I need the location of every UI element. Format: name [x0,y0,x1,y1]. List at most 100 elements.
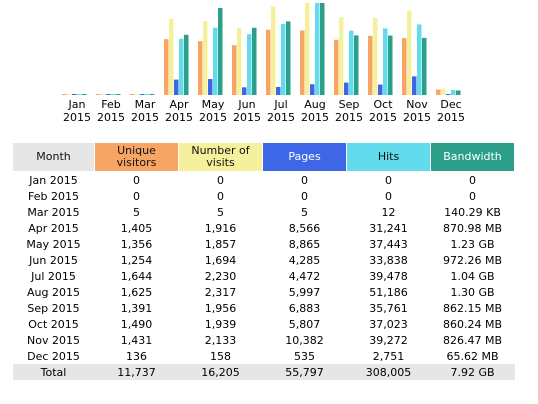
bar-bandwidth [320,3,325,95]
cell-hits: 31,241 [369,221,408,235]
table-row: Aug 2015 1,625 2,317 5,997 51,186 1.30 GB [13,284,515,300]
cell-pages: 10,382 [285,333,324,347]
bar-unique-visitors [368,35,373,95]
cell-unique: 1,431 [120,333,153,347]
month-label-year: 2015 [131,111,159,124]
month-label-name: May [201,98,225,111]
table-row: Jan 2015 0 0 0 0 0 [13,172,515,189]
month-label-name: Dec [440,98,462,111]
bar-unique-visitors [96,94,101,95]
bar-pages [106,94,111,95]
bar-unique-visitors [62,94,67,95]
cell-month: Aug 2015 [27,285,80,299]
cell-month: Feb 2015 [28,189,79,203]
bar-bandwidth [422,37,427,95]
total-unique-visitors: 11,737 [94,364,179,380]
bar-number-of-visits [67,94,72,95]
bar-unique-visitors [232,45,237,95]
table-row: Jul 2015 1,644 2,230 4,472 39,478 1.04 GB [13,268,515,284]
month-label: Aug 2015 [298,98,332,124]
bar-number-of-visits [441,88,446,95]
month-label-name: Apr [169,98,189,111]
month-label: Nov 2015 [400,98,434,124]
month-label-name: Feb [101,98,121,111]
table-row: Nov 2015 1,431 2,133 10,382 39,272 826.47 MB [13,332,515,348]
cell-bandwidth: 972.26 MB [442,253,503,267]
month-label: Feb 2015 [94,98,128,124]
month-label-name: Jan [68,98,86,111]
month-label: Jun 2015 [230,98,264,124]
cell-hits: 51,186 [369,285,408,299]
cell-unique: 1,490 [120,317,153,331]
cell-hits: 35,761 [369,301,408,315]
total-hits: 308,005 [346,364,431,380]
header-bandwidth: Bandwidth [430,142,515,172]
header-month: Month [12,142,95,172]
month-label-year: 2015 [403,111,431,124]
cell-month: Mar 2015 [27,205,80,219]
month-label: Sep 2015 [332,98,366,124]
month-label-year: 2015 [63,111,91,124]
bar-pages [378,84,383,95]
cell-visits: 1,857 [204,237,237,251]
cell-pages: 8,865 [288,237,321,251]
month-label-year: 2015 [233,111,261,124]
month-label-year: 2015 [165,111,193,124]
total-bandwidth: 7.92 GB [430,364,515,380]
cell-visits: 0 [217,173,224,187]
cell-unique: 1,644 [120,269,153,283]
cell-visits: 2,133 [204,333,237,347]
bar-unique-visitors [402,38,407,95]
bar-number-of-visits [237,27,242,95]
cell-month: Dec 2015 [27,349,80,363]
header-unique-visitors: Unique visitors [94,142,179,172]
cell-pages: 0 [301,189,308,203]
month-label: Apr 2015 [162,98,196,124]
bar-number-of-visits [305,3,310,95]
bar-pages [310,84,315,95]
bar-unique-visitors [266,29,271,95]
cell-month: Jul 2015 [31,269,76,283]
cell-bandwidth: 65.62 MB [446,349,499,363]
cell-hits: 0 [385,189,392,203]
cell-visits: 0 [217,189,224,203]
bar-unique-visitors [198,41,203,95]
cell-visits: 1,694 [204,253,237,267]
cell-unique: 0 [133,189,140,203]
bar-bandwidth [184,34,189,95]
cell-unique: 5 [133,205,140,219]
cell-hits: 39,478 [369,269,408,283]
cell-hits: 0 [385,173,392,187]
bar-hits [315,3,320,95]
month-label-name: Oct [373,98,393,111]
cell-pages: 4,285 [288,253,321,267]
cell-unique: 1,254 [120,253,153,267]
bar-pages [242,87,247,95]
total-label: Total [12,364,95,380]
total-row: Total 11,737 16,205 55,797 308,005 7.92 … [12,364,515,380]
bar-hits [417,24,422,95]
bar-bandwidth [354,35,359,95]
cell-hits: 37,443 [369,237,408,251]
monthly-bar-chart [62,3,461,96]
month-label-name: Sep [338,98,360,111]
cell-month: Nov 2015 [27,333,80,347]
header-hits: Hits [346,142,431,172]
bar-hits [349,30,354,95]
bar-hits [213,27,218,95]
month-label-name: Mar [134,98,156,111]
total-pages: 55,797 [262,364,347,380]
month-label-name: Jun [238,98,256,111]
bar-bandwidth [82,94,87,95]
cell-hits: 39,272 [369,333,408,347]
cell-bandwidth: 870.98 MB [442,221,503,235]
month-label-year: 2015 [199,111,227,124]
cell-bandwidth: 0 [469,173,476,187]
table-row: May 2015 1,356 1,857 8,865 37,443 1.23 GB [13,236,515,252]
bar-number-of-visits [203,21,208,95]
month-label-name: Jul [274,98,288,111]
cell-month: Apr 2015 [28,221,79,235]
bar-number-of-visits [373,18,378,95]
bar-bandwidth [388,35,393,95]
cell-pages: 5,807 [288,317,321,331]
